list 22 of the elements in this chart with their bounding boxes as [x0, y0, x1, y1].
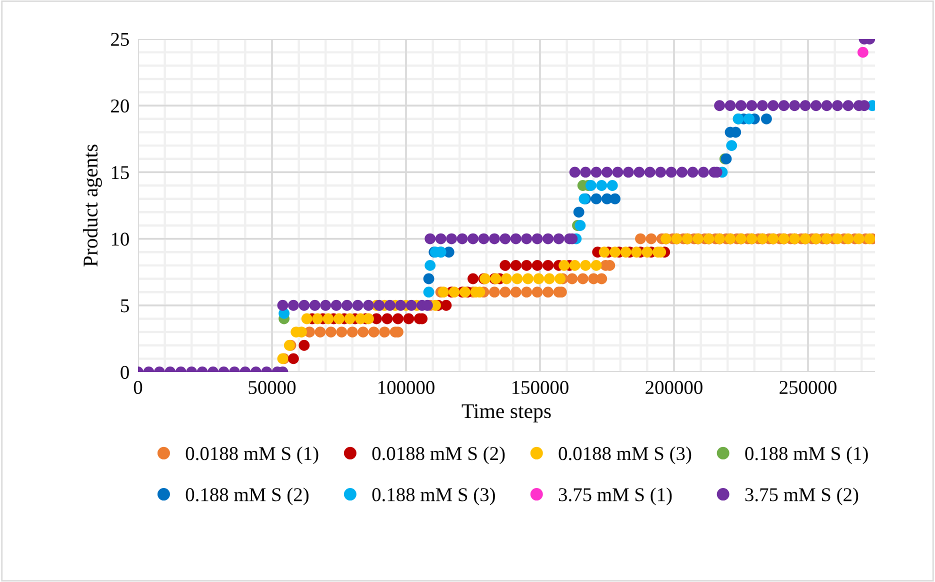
x-tick-label: 50000	[248, 380, 296, 394]
legend-label: 0.0188 mM S (2)	[372, 446, 505, 464]
x-tick-label: 150000	[512, 380, 568, 394]
y-tick-label: 0	[120, 366, 129, 379]
legend-label: 0.0188 mM S (1)	[186, 446, 318, 464]
legend-label: 0.188 mM S (3)	[372, 488, 495, 506]
y-tick-label: 10	[112, 232, 129, 246]
x-tick-label: 200000	[646, 380, 702, 394]
y-tick-label: 20	[111, 99, 129, 113]
x-tick-label: 100000	[378, 380, 434, 394]
legend-label: 0.0188 mM S (3)	[558, 446, 692, 464]
legend-label: 3.75 mM S (2)	[745, 488, 858, 506]
y-tick-label: 5	[121, 299, 129, 312]
legend-label: 0.188 mM S (2)	[186, 488, 308, 506]
x-axis-title: Time steps	[462, 404, 551, 422]
x-tick-label: 0	[134, 380, 142, 394]
legend-label: 0.188 mM S (1)	[745, 446, 868, 464]
y-tick-label: 25	[111, 32, 129, 46]
legend-label: 3.75 mM S (1)	[558, 488, 672, 506]
y-tick-label: 15	[112, 166, 129, 180]
y-axis-title: Product agents	[82, 144, 102, 267]
x-tick-label: 250000	[780, 380, 836, 394]
